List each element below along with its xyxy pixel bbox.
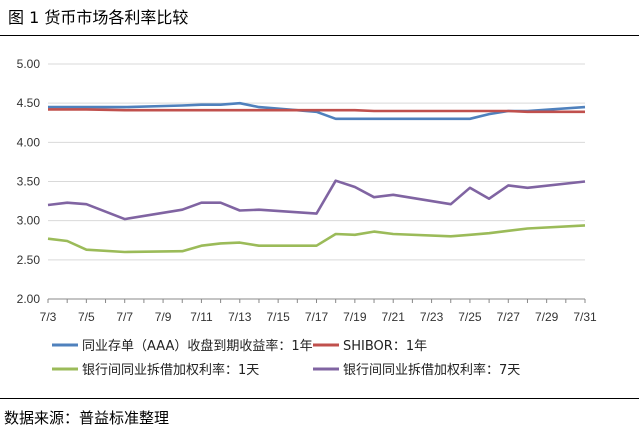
legend-label-2: SHIBOR：1年	[343, 339, 427, 354]
x-tick-label: 7/11	[190, 310, 213, 324]
legend-label-4: 银行间同业拆借加权利率：7天	[343, 362, 520, 378]
figure-title: 图 1 货币市场各利率比较	[8, 8, 189, 27]
y-tick-label: 4.00	[17, 135, 41, 149]
x-tick-label: 7/17	[305, 310, 329, 324]
series-line-4	[47, 179, 586, 221]
y-tick-label: 2.50	[17, 253, 41, 267]
x-axis: 7/3 7/5 7/7 7/9 7/11 7/13 7/15 7/17 7/19 7/21 7/23…	[40, 298, 597, 324]
series-lines	[47, 101, 586, 254]
x-tick-label: 7/9	[155, 310, 172, 324]
y-tick-label: 5.00	[17, 57, 41, 71]
series-line-3	[47, 224, 586, 254]
y-tick-label: 3.50	[17, 175, 41, 189]
x-tick-label: 7/7	[116, 310, 133, 324]
legend-label-3: 银行间同业拆借加权利率：1天	[82, 362, 259, 378]
x-tick-label: 7/13	[228, 310, 252, 324]
x-tick-label: 7/5	[78, 310, 95, 324]
series-line-2	[48, 108, 585, 114]
x-tick-label: 7/19	[343, 310, 367, 324]
gridlines	[48, 63, 585, 300]
series-line-1	[48, 101, 586, 121]
x-tick-label: 7/21	[382, 310, 406, 324]
x-tick-label: 7/31	[573, 310, 597, 324]
x-tick-label: 7/3	[40, 310, 57, 324]
x-tick-label: 7/25	[458, 310, 482, 324]
y-tick-label: 4.50	[17, 96, 41, 110]
line-chart: 2.002.503.003.504.004.505.00 7/3 7/5 7/7 7/…	[17, 57, 597, 378]
x-tick-label: 7/27	[497, 310, 521, 324]
x-tick-label: 7/15	[266, 310, 290, 324]
y-axis: 2.00 2.50 3.00 3.50 4.00 4.50 5.00	[17, 57, 41, 306]
top-rule	[0, 35, 639, 36]
x-tick-label: 7/29	[535, 310, 559, 324]
x-tick-label: 7/23	[420, 310, 444, 324]
legend: 同业存单（AAA）收盘到期收益率：1年 SHIBOR：1年银行间同业拆借加权利率：…	[52, 338, 520, 378]
legend-label-1: 同业存单（AAA）收盘到期收益率：1年	[82, 338, 313, 354]
data-source-note: 数据来源：普益标准整理	[4, 409, 170, 427]
bottom-rule	[0, 398, 639, 399]
y-tick-label: 2.00	[17, 292, 41, 306]
y-tick-label: 3.00	[17, 214, 41, 228]
